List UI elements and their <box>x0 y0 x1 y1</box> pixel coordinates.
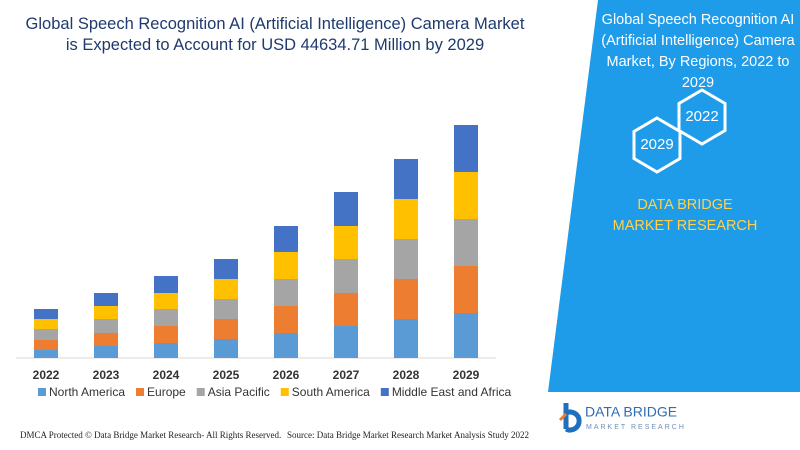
logo-icon <box>563 403 582 433</box>
bar-segment <box>34 329 58 340</box>
bar-segment <box>154 326 178 343</box>
bar-segment <box>334 226 358 259</box>
bar-segment <box>34 309 58 319</box>
legend-swatch <box>136 388 145 396</box>
legend-swatch <box>38 388 46 396</box>
logo-icon <box>558 412 568 422</box>
legend-label: Europe <box>147 385 186 399</box>
bar-segment <box>274 252 298 279</box>
bar-segment <box>454 125 478 172</box>
bar-segment <box>94 293 118 306</box>
bar-segment <box>274 279 298 306</box>
bar-segment <box>274 333 298 358</box>
bar-segment <box>154 276 178 293</box>
hexagon <box>677 88 727 146</box>
bar-segment <box>454 172 478 219</box>
bar-segment <box>454 313 478 358</box>
bar-segment <box>154 309 178 326</box>
bar-segment <box>334 326 358 358</box>
bar-segment <box>214 259 238 279</box>
footer-left: DMCA Protected © Data Bridge Market Rese… <box>20 430 281 440</box>
hexagon <box>632 116 682 174</box>
x-tick-label: 2028 <box>393 368 420 382</box>
bar-segment <box>94 346 118 358</box>
bar-segment <box>334 192 358 226</box>
bar-segment <box>214 279 238 299</box>
panel-brand: DATA BRIDGE MARKET RESEARCH <box>612 197 758 234</box>
bar-segment <box>34 319 58 329</box>
x-tick-label: 2029 <box>453 368 480 382</box>
side-panel <box>548 0 800 392</box>
logo-name: DATA BRIDGE <box>585 404 677 420</box>
bar-segment <box>94 306 118 319</box>
bar-segment <box>94 333 118 346</box>
bar-segment <box>34 340 58 350</box>
bar-segment <box>454 219 478 266</box>
bar-segment <box>274 306 298 333</box>
bar-segment <box>394 279 418 319</box>
bar-segment <box>394 319 418 358</box>
x-tick-label: 2027 <box>333 368 360 382</box>
bar-segment <box>394 199 418 239</box>
x-tick-label: 2024 <box>153 368 180 382</box>
bar-segment <box>154 293 178 309</box>
legend-swatch <box>380 388 389 396</box>
legend-label: Asia Pacific <box>208 385 270 399</box>
bar-segment <box>394 159 418 199</box>
x-tick-label: 2023 <box>93 368 120 382</box>
bar-segment <box>214 299 238 319</box>
legend-swatch <box>280 388 289 396</box>
legend-swatch <box>196 388 205 396</box>
hex-year: 2022 <box>685 108 718 125</box>
footer-right: Source: Data Bridge Market Research Mark… <box>287 430 529 440</box>
logo-tagline: MARKET RESEARCH <box>586 424 686 431</box>
bar-segment <box>214 339 238 358</box>
bar-segment <box>334 259 358 293</box>
bar-segment <box>214 319 238 339</box>
legend-label: North America <box>49 385 125 399</box>
x-tick-label: 2026 <box>273 368 300 382</box>
x-tick-label: 2025 <box>213 368 240 382</box>
bar-segment <box>34 350 58 358</box>
bar-segment <box>454 266 478 313</box>
bar-segment <box>334 293 358 326</box>
hex-year: 2029 <box>640 136 673 153</box>
legend-label: South America <box>292 385 370 399</box>
bar-segment <box>274 226 298 252</box>
x-tick-label: 2022 <box>33 368 60 382</box>
bar-segment <box>94 319 118 333</box>
panel-title: Global Speech Recognition AI (Artificial… <box>601 12 795 91</box>
chart-title: Global Speech Recognition AI (Artificial… <box>25 15 525 54</box>
bar-segment <box>154 343 178 358</box>
bar-segment <box>394 239 418 279</box>
legend-label: Middle East and Africa <box>392 385 512 399</box>
